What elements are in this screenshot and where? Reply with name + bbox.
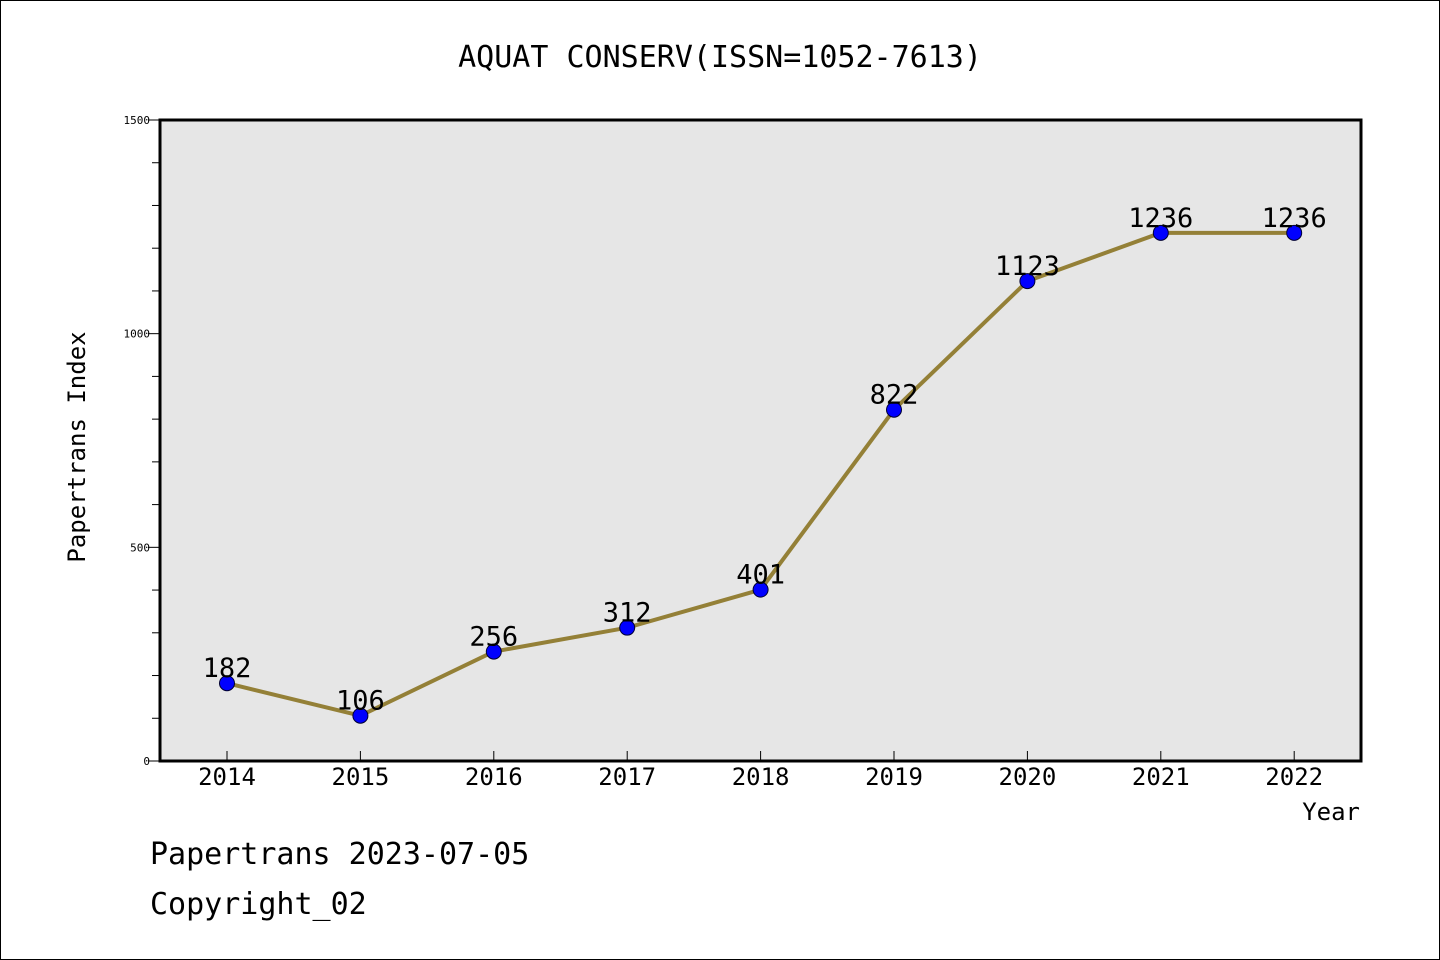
x-tick-label: 2019 <box>865 763 923 791</box>
x-axis: 2014 2015 2016 2017 2018 2019 2020 2021 2022 <box>198 751 1323 791</box>
data-label: 1236 <box>1262 203 1327 234</box>
data-label: 106 <box>336 686 385 717</box>
data-label: 1123 <box>995 251 1060 282</box>
y-tick-label: 1500 <box>124 114 151 127</box>
data-point <box>1152 224 1169 241</box>
data-point <box>752 581 769 598</box>
y-tick-label: 1000 <box>124 328 151 341</box>
x-axis-label: Year <box>1302 798 1360 826</box>
data-label: 1236 <box>1128 203 1193 234</box>
x-tick-label: 2022 <box>1265 763 1323 791</box>
x-tick-label: 2018 <box>732 763 790 791</box>
data-label: 822 <box>870 380 919 411</box>
data-label: 182 <box>203 653 252 684</box>
x-tick-label: 2021 <box>1132 763 1190 791</box>
x-tick-label: 2017 <box>598 763 656 791</box>
data-point <box>886 401 902 418</box>
data-point <box>619 619 636 636</box>
y-tick-label: 500 <box>130 541 150 554</box>
data-point <box>352 707 369 724</box>
data-point <box>1019 273 1036 290</box>
chart-title: AQUAT CONSERV(ISSN=1052-7613) <box>458 40 982 75</box>
data-point <box>219 675 235 692</box>
plot-frame <box>158 118 1363 763</box>
series-layer <box>219 224 1303 724</box>
data-label: 256 <box>469 622 518 653</box>
x-tick-label: 2020 <box>999 763 1057 791</box>
data-point <box>1286 224 1303 241</box>
x-tick-label: 2014 <box>198 763 256 791</box>
y-axis-label: Papertrans Index <box>63 331 91 562</box>
data-label: 401 <box>736 560 785 591</box>
footer-date: Papertrans 2023-07-05 <box>150 837 529 872</box>
x-tick-label: 2016 <box>465 763 523 791</box>
footer-copyright: Copyright_02 <box>150 887 367 922</box>
data-point <box>485 643 502 660</box>
data-label: 312 <box>603 598 652 629</box>
x-tick-label: 2015 <box>332 763 390 791</box>
y-tick-label: 0 <box>143 755 150 768</box>
data-labels-layer: 182 106 256 312 401 822 1123 1236 1236 <box>203 203 1327 717</box>
